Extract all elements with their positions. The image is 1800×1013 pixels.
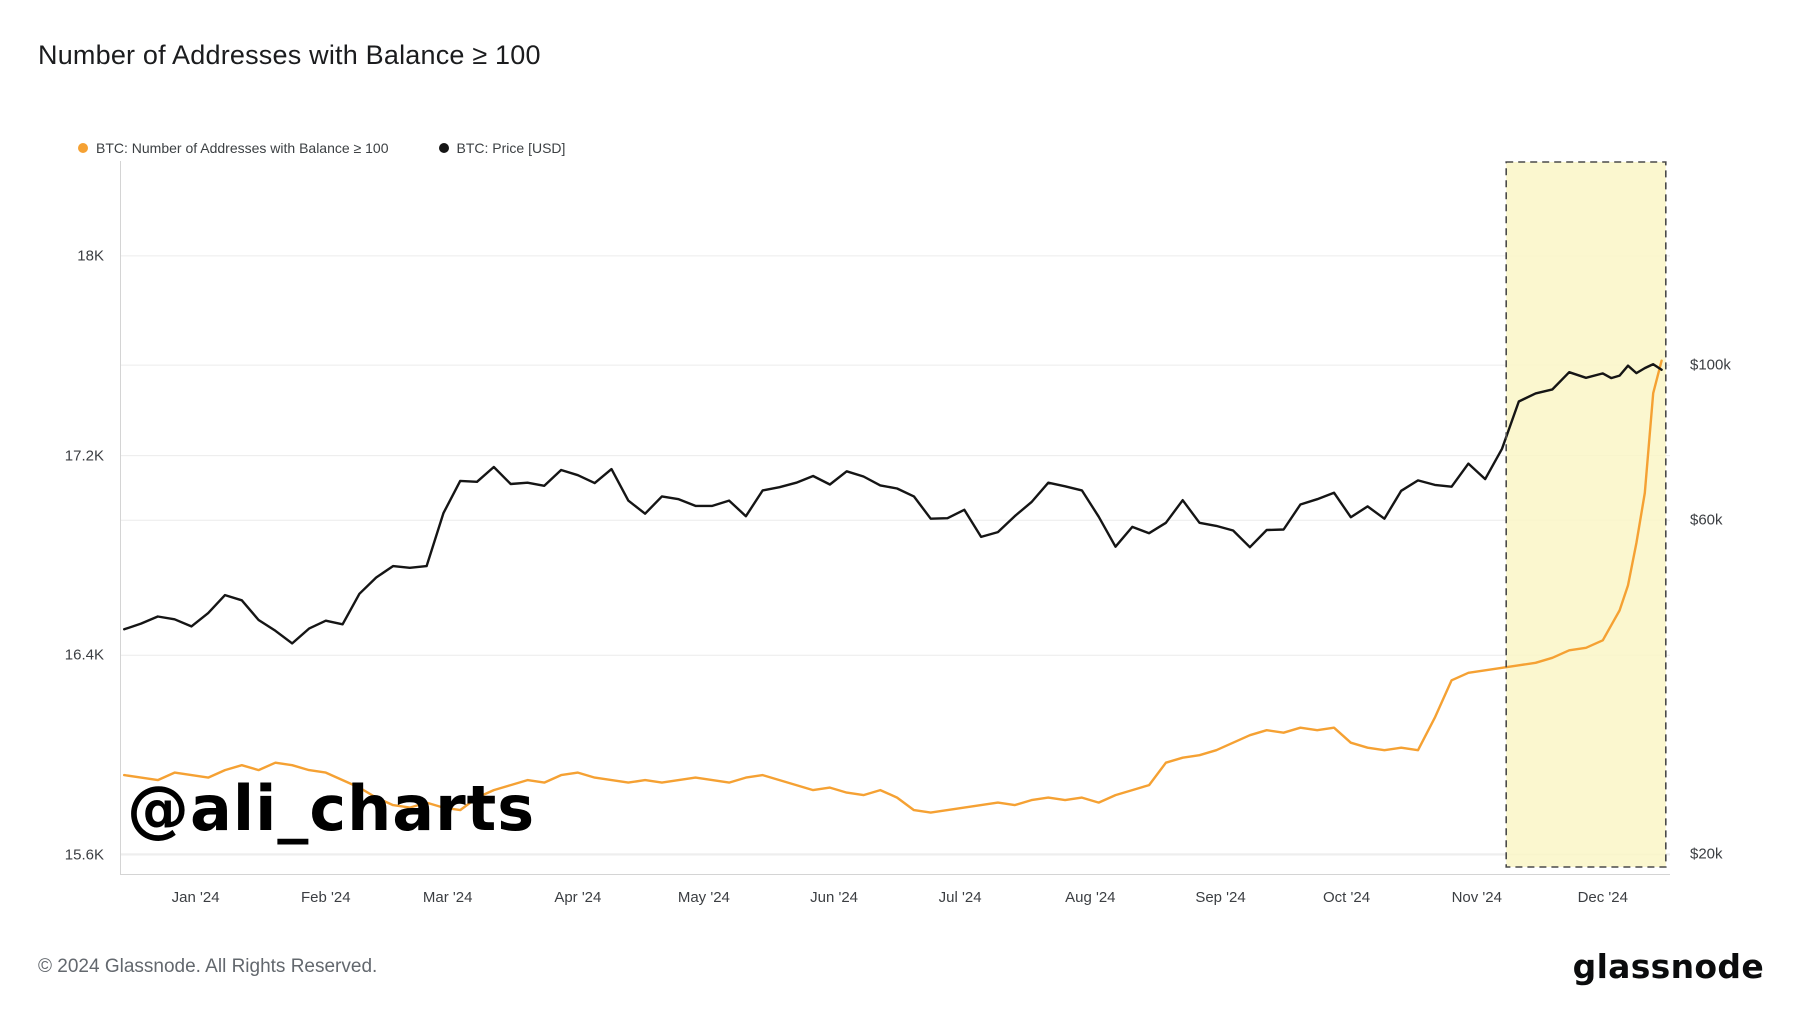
right-axis-tick-label: $60k bbox=[1690, 511, 1723, 529]
x-axis-tick-label: Aug '24 bbox=[1065, 889, 1116, 906]
x-axis-tick-label: Dec '24 bbox=[1577, 889, 1628, 906]
x-axis-tick-label: Sep '24 bbox=[1195, 889, 1246, 906]
chart-area bbox=[120, 161, 1670, 875]
legend-label-addresses: BTC: Number of Addresses with Balance ≥ … bbox=[96, 140, 389, 156]
x-axis-tick-label: Apr '24 bbox=[554, 889, 602, 906]
legend-item-price[interactable]: BTC: Price [USD] bbox=[438, 140, 566, 156]
glassnode-logo: glassnode bbox=[1572, 947, 1764, 986]
series-line-addresses bbox=[122, 359, 1663, 814]
left-axis-tick-label: 17.2K bbox=[64, 447, 104, 465]
x-axis-tick-label: Oct '24 bbox=[1323, 889, 1371, 906]
x-axis-tick-label: May '24 bbox=[677, 889, 730, 906]
x-axis-tick-label: Nov '24 bbox=[1451, 889, 1502, 906]
left-axis-tick-label: 18K bbox=[77, 247, 104, 265]
x-axis-tick-label: Jan '24 bbox=[171, 889, 220, 906]
legend: BTC: Number of Addresses with Balance ≥ … bbox=[78, 140, 565, 156]
right-axis-tick-label: $20k bbox=[1690, 845, 1723, 863]
legend-dot-price-icon bbox=[438, 143, 449, 153]
highlight-region bbox=[1506, 162, 1666, 867]
x-axis-tick-label: Mar '24 bbox=[422, 889, 473, 906]
chart-plot-area[interactable] bbox=[120, 161, 1670, 875]
legend-dot-addresses-icon bbox=[78, 143, 88, 153]
left-axis-tick-label: 16.4K bbox=[64, 646, 104, 664]
legend-item-addresses[interactable]: BTC: Number of Addresses with Balance ≥ … bbox=[78, 140, 389, 156]
footer-copyright: © 2024 Glassnode. All Rights Reserved. bbox=[38, 956, 378, 977]
page-title: Number of Addresses with Balance ≥ 100 bbox=[38, 40, 541, 70]
x-axis-tick-label: Jul '24 bbox=[938, 889, 982, 906]
x-axis-tick-label: Feb '24 bbox=[301, 889, 351, 906]
x-axis-tick-label: Jun '24 bbox=[810, 889, 859, 906]
legend-label-price: BTC: Price [USD] bbox=[456, 140, 566, 156]
right-axis-tick-label: $100k bbox=[1690, 356, 1731, 374]
series-line-price bbox=[122, 362, 1663, 645]
left-axis-tick-label: 15.6K bbox=[64, 846, 104, 864]
